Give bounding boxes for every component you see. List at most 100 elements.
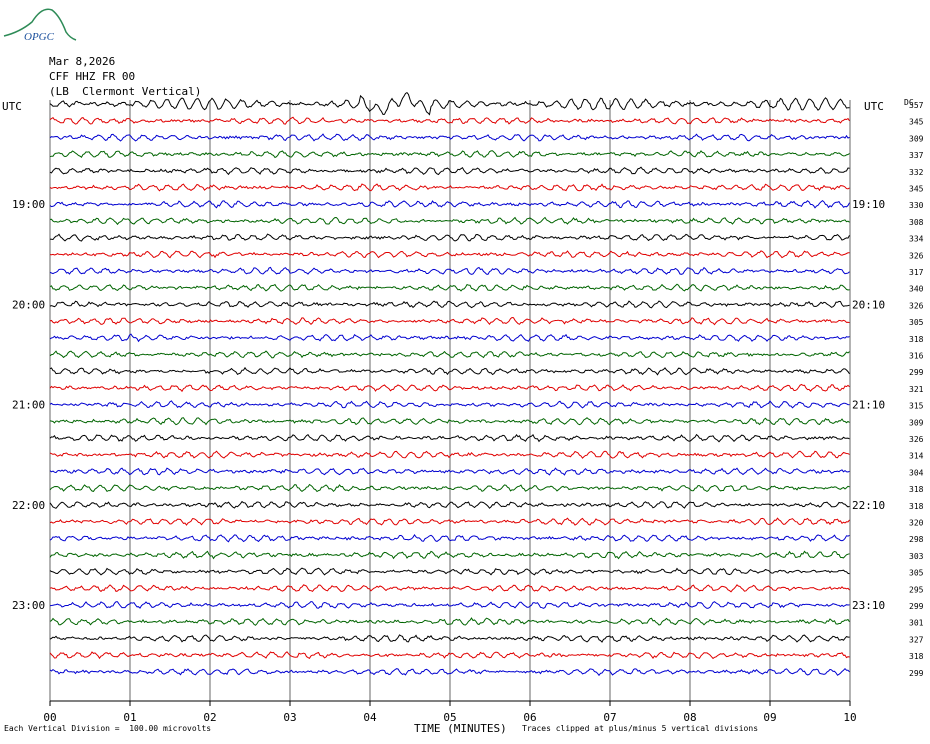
dc-value: 303 <box>909 552 924 561</box>
dc-value: 330 <box>909 201 924 210</box>
dc-value: 315 <box>909 402 924 411</box>
trace-22 <box>49 467 850 476</box>
trace-33 <box>49 651 850 660</box>
dc-value: 320 <box>909 519 924 528</box>
trace-2 <box>49 133 850 142</box>
dc-value: 337 <box>909 151 924 160</box>
header-date: Mar 8,2026 <box>49 55 116 68</box>
clip-note: Traces clipped at plus/minus 5 vertical … <box>522 724 759 733</box>
trace-14 <box>49 333 850 343</box>
x-tick-label-06: 06 <box>523 711 536 724</box>
dc-value: 298 <box>909 535 924 544</box>
trace-19 <box>49 417 850 426</box>
trace-20 <box>49 433 850 443</box>
dc-value: 321 <box>909 385 924 394</box>
dc-value: 327 <box>909 635 924 644</box>
trace-23 <box>49 483 850 493</box>
hour-label-left: 19:00 <box>12 198 45 211</box>
dc-value: 305 <box>909 318 924 327</box>
x-tick-label-01: 01 <box>123 711 136 724</box>
hour-label-right: 20:10 <box>852 298 885 311</box>
utc-right-label: UTC <box>864 100 884 113</box>
header-station: CFF HHZ FR 00 <box>49 70 136 83</box>
dc-value: 317 <box>909 268 924 277</box>
dc-value: 304 <box>909 468 924 477</box>
hour-label-left: 20:00 <box>12 298 45 311</box>
hour-label-left: 21:00 <box>12 399 45 412</box>
dc-value: 334 <box>909 235 924 244</box>
trace-13 <box>49 316 850 326</box>
dc-value: 299 <box>909 368 924 377</box>
trace-27 <box>49 550 850 560</box>
dc-value: 299 <box>909 602 924 611</box>
trace-31 <box>49 617 850 626</box>
dc-value: 299 <box>909 669 924 678</box>
dc-value: 314 <box>909 452 924 461</box>
dc-value: 326 <box>909 251 924 260</box>
trace-28 <box>49 567 850 576</box>
dc-value: 318 <box>909 485 924 494</box>
x-tick-label-02: 02 <box>203 711 216 724</box>
dc-value: 357 <box>909 101 924 110</box>
x-axis-title: TIME (MINUTES) <box>414 722 507 735</box>
dc-value: 318 <box>909 652 924 661</box>
trace-group <box>49 91 850 677</box>
trace-24 <box>49 500 850 509</box>
trace-0 <box>49 91 850 116</box>
dc-value: 309 <box>909 418 924 427</box>
trace-25 <box>49 517 850 526</box>
trace-12 <box>49 300 850 309</box>
trace-29 <box>49 584 850 593</box>
dc-label: DC <box>904 98 914 107</box>
x-tick-label-07: 07 <box>603 711 616 724</box>
scale-note: Each Vertical Division = 100.00 microvol… <box>4 724 212 733</box>
dc-value: 305 <box>909 569 924 578</box>
x-tick-label-10: 10 <box>843 711 856 724</box>
trace-34 <box>49 667 850 677</box>
trace-7 <box>49 216 850 226</box>
label-group: 00 01 02 03 04 05 06 07 08 09 10 357 345 309 337 332 345… <box>12 101 924 724</box>
dc-value: 308 <box>909 218 924 227</box>
trace-4 <box>49 166 850 176</box>
x-tick-label-08: 08 <box>683 711 696 724</box>
logo-mountain-icon <box>3 8 77 41</box>
hour-label-right: 22:10 <box>852 499 885 512</box>
trace-16 <box>49 366 850 376</box>
trace-15 <box>49 350 850 359</box>
dc-value: 318 <box>909 502 924 511</box>
opgc-logo: OPGC <box>3 8 77 43</box>
dc-value: 332 <box>909 168 924 177</box>
time-grid <box>49 100 851 706</box>
dc-value: 316 <box>909 352 924 361</box>
trace-5 <box>49 183 850 192</box>
hour-label-right: 21:10 <box>852 399 885 412</box>
dc-value: 326 <box>909 435 924 444</box>
logo-text: OPGC <box>24 31 55 43</box>
x-tick-label-03: 03 <box>283 711 296 724</box>
dc-value: 301 <box>909 619 924 628</box>
hour-label-left: 23:00 <box>12 599 45 612</box>
trace-11 <box>49 283 850 292</box>
trace-3 <box>49 150 850 159</box>
trace-8 <box>49 233 850 242</box>
x-tick-label-00: 00 <box>43 711 56 724</box>
x-tick-label-04: 04 <box>363 711 377 724</box>
dc-value: 326 <box>909 301 924 310</box>
trace-1 <box>49 116 850 125</box>
dc-value: 345 <box>909 185 924 194</box>
trace-21 <box>49 450 850 459</box>
dc-value: 340 <box>909 285 924 294</box>
dc-value: 345 <box>909 118 924 127</box>
dc-value: 295 <box>909 585 924 594</box>
trace-9 <box>49 250 850 259</box>
trace-26 <box>49 534 850 543</box>
hour-label-left: 22:00 <box>12 499 45 512</box>
hour-label-right: 19:10 <box>852 198 885 211</box>
utc-left-label: UTC <box>2 100 22 113</box>
header-location: (LB Clermont Vertical) <box>49 85 202 98</box>
hour-label-right: 23:10 <box>852 599 885 612</box>
trace-30 <box>49 600 850 609</box>
trace-32 <box>49 634 850 643</box>
trace-6 <box>49 199 850 209</box>
